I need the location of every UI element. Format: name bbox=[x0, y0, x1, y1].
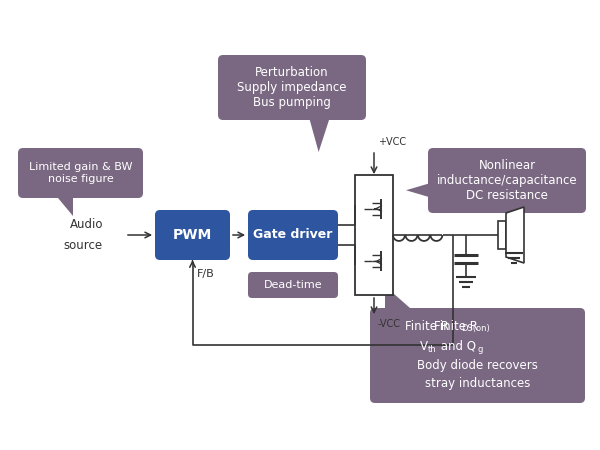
Text: +VCC: +VCC bbox=[378, 137, 406, 147]
Text: source: source bbox=[64, 239, 103, 252]
Text: Finite R: Finite R bbox=[434, 320, 478, 333]
FancyBboxPatch shape bbox=[428, 148, 586, 213]
Polygon shape bbox=[58, 198, 73, 216]
Text: Limited gain & BW
noise figure: Limited gain & BW noise figure bbox=[29, 162, 132, 184]
FancyBboxPatch shape bbox=[155, 210, 230, 260]
FancyBboxPatch shape bbox=[370, 308, 585, 403]
FancyBboxPatch shape bbox=[355, 175, 393, 295]
Polygon shape bbox=[310, 120, 329, 152]
FancyBboxPatch shape bbox=[218, 55, 366, 120]
Text: stray inductances: stray inductances bbox=[425, 378, 530, 391]
Polygon shape bbox=[506, 207, 524, 263]
Text: -VCC: -VCC bbox=[378, 319, 401, 329]
Text: Body diode recovers: Body diode recovers bbox=[417, 360, 538, 373]
Text: Perturbation
Supply impedance
Bus pumping: Perturbation Supply impedance Bus pumpin… bbox=[237, 66, 347, 109]
Text: Audio: Audio bbox=[70, 218, 103, 231]
Text: Gate driver: Gate driver bbox=[253, 229, 332, 242]
Text: and Q: and Q bbox=[437, 339, 476, 352]
Polygon shape bbox=[385, 286, 410, 308]
FancyBboxPatch shape bbox=[248, 210, 338, 260]
Text: F/B: F/B bbox=[197, 269, 214, 279]
Text: V: V bbox=[420, 339, 428, 352]
Text: Nonlinear
inductance/capacitance
DC resistance: Nonlinear inductance/capacitance DC resi… bbox=[437, 159, 577, 202]
Text: th: th bbox=[428, 345, 437, 354]
FancyBboxPatch shape bbox=[248, 272, 338, 298]
Text: g: g bbox=[477, 345, 482, 354]
Polygon shape bbox=[406, 184, 428, 197]
FancyBboxPatch shape bbox=[18, 148, 143, 198]
Text: Dead-time: Dead-time bbox=[263, 280, 322, 290]
Bar bbox=[498, 221, 506, 249]
Text: Finite R: Finite R bbox=[405, 320, 449, 333]
Text: PWM: PWM bbox=[173, 228, 212, 242]
Text: DS(on): DS(on) bbox=[461, 324, 490, 333]
